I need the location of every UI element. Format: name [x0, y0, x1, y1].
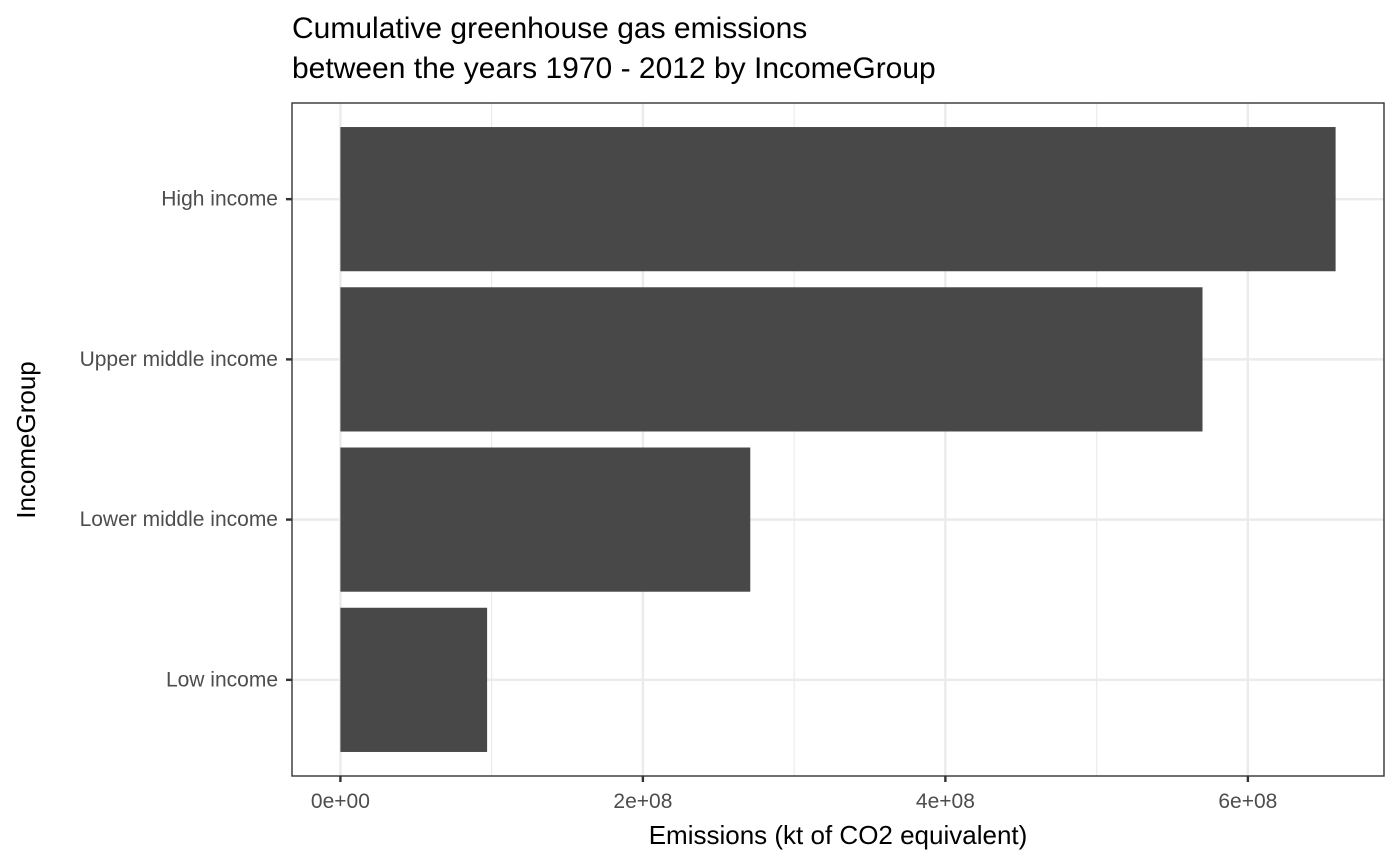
- y-tick-label-upper-middle-income: Upper middle income: [80, 348, 278, 371]
- x-axis-title: Emissions (kt of CO2 equivalent): [649, 820, 1028, 850]
- bar-upper-middle-income: [340, 287, 1203, 432]
- y-axis-title: IncomeGroup: [11, 361, 41, 519]
- x-tick-label: 4e+08: [916, 790, 975, 813]
- x-tick-label: 2e+08: [613, 790, 672, 813]
- x-tick-label: 0e+00: [311, 790, 370, 813]
- y-tick-label-high-income: High income: [161, 188, 278, 211]
- plot-panel-border: [291, 102, 1385, 777]
- chart-title-line-2: between the years 1970 - 2012 by IncomeG…: [292, 52, 936, 85]
- chart-title-line-1: Cumulative greenhouse gas emissions: [292, 12, 807, 45]
- chart-title: Cumulative greenhouse gas emissions betw…: [292, 12, 936, 85]
- bar-low-income: [340, 607, 488, 752]
- bar-lower-middle-income: [340, 447, 751, 592]
- y-tick-label-low-income: Low income: [166, 668, 278, 691]
- y-tick-label-lower-middle-income: Lower middle income: [80, 508, 278, 531]
- x-tick-label: 6e+08: [1218, 790, 1277, 813]
- bar-high-income: [340, 127, 1336, 272]
